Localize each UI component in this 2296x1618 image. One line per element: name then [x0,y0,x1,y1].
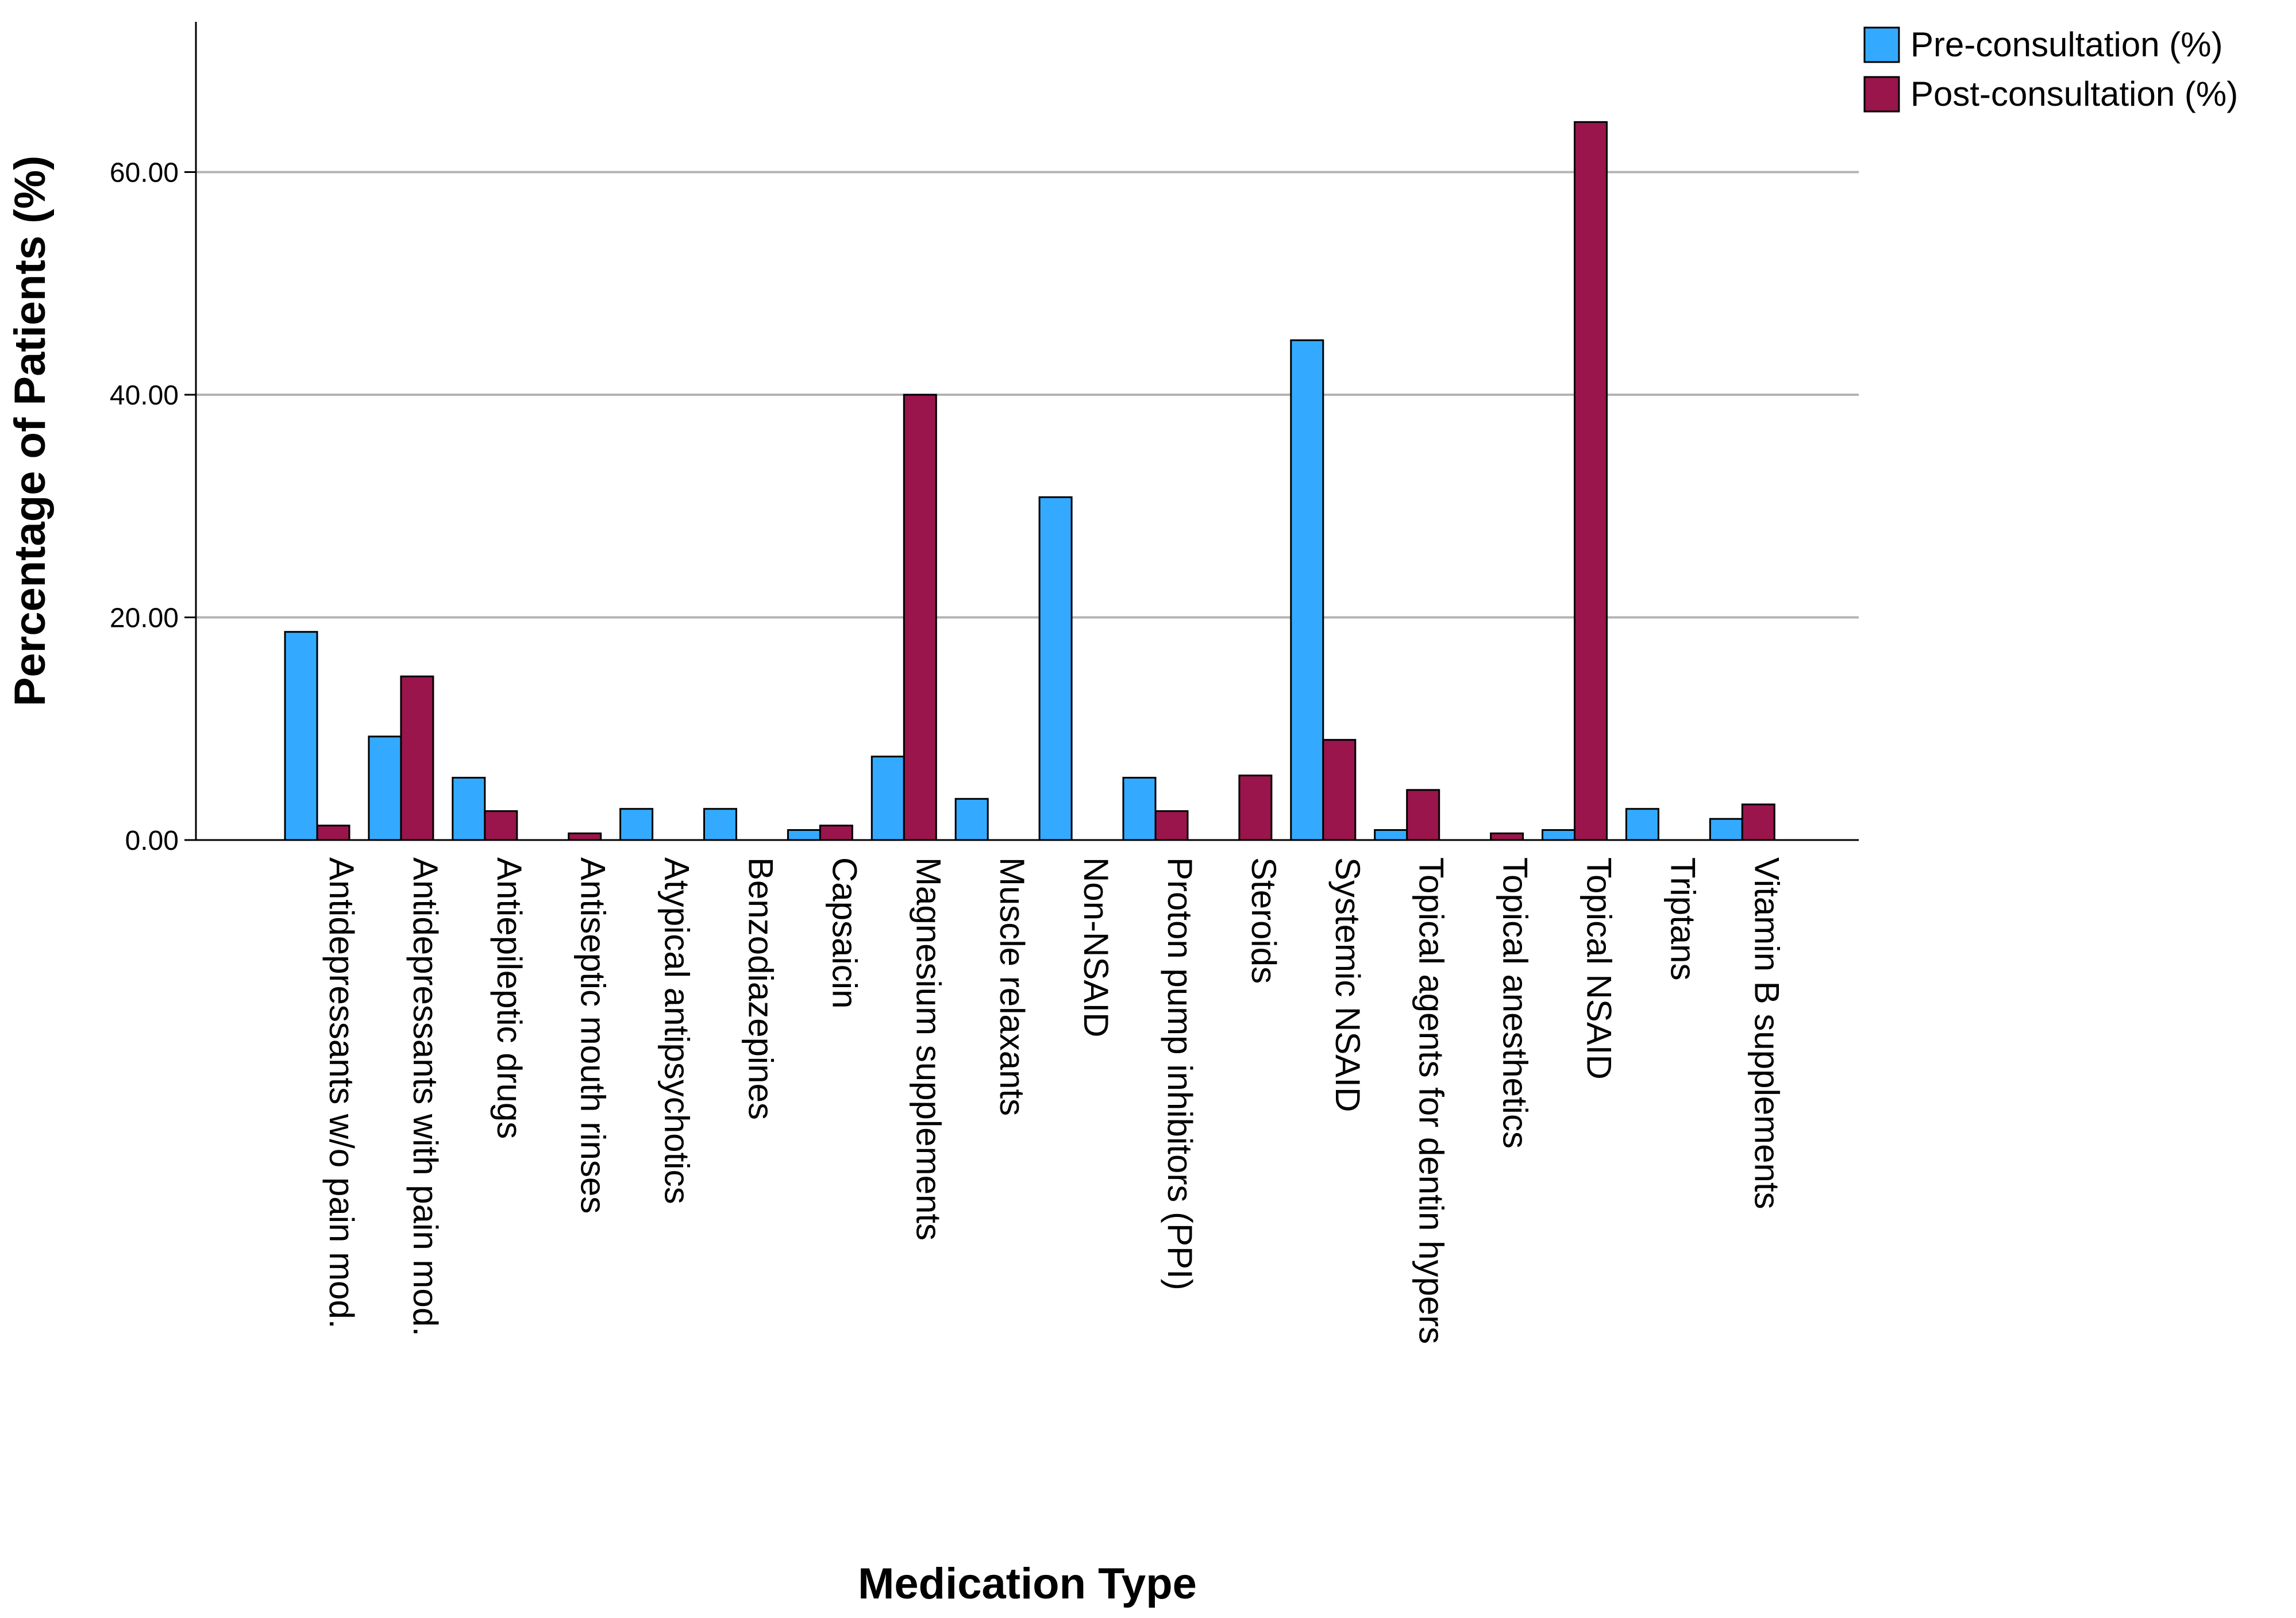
x-tick-label: Antiepileptic drugs [490,857,529,1139]
legend-swatch-pre-consultation [1863,26,1900,63]
legend-label-pre-consultation: Pre-consultation (%) [1910,25,2223,64]
bar-pre-consultation [1709,818,1743,841]
gridlines [196,171,1859,619]
bar-post-consultation [1741,803,1775,841]
bar-pre-consultation [1542,829,1575,841]
bar-pre-consultation [787,829,821,841]
x-tick-label: Triptans [1663,857,1702,981]
bar-pre-consultation [284,631,318,841]
bar-pre-consultation [1290,339,1324,841]
bar-post-consultation [819,825,853,841]
x-tick-label: Benzodiazepines [742,857,780,1120]
x-tick-label: Topical agents for dentin hypers [1412,857,1451,1344]
legend-label-post-consultation: Post-consultation (%) [1910,75,2238,113]
bar-pre-consultation [1374,829,1408,841]
legend: Pre-consultation (%) Post-consultation (%… [1863,25,2238,113]
x-tick-label: Antidepressants w/o pain mod. [322,857,361,1328]
bar-pre-consultation [703,808,737,841]
x-tick-label: Vitamin B supplements [1747,857,1786,1209]
x-tick-label: Muscle relaxants [993,857,1031,1116]
x-tick-label: Antidepressants with pain mod. [406,857,445,1336]
bar-post-consultation [1238,775,1273,841]
bar-pre-consultation [619,808,654,841]
x-tick-label: Steroids [1245,857,1283,984]
bar-pre-consultation [954,798,989,841]
x-tick-label: Atypical antipsychotics [658,857,696,1204]
x-tick-label: Magnesium supplements [909,857,947,1241]
x-tick-label: Topical NSAID [1580,857,1619,1080]
x-tick-label: Topical anesthetics [1496,857,1535,1149]
y-tick-label: 60.00 [110,158,179,188]
bars [284,121,1775,841]
x-axis-ticks: Antidepressants w/o pain mod. Antidepress… [322,857,1786,1344]
y-axis-label: Percentage of Patients (%) [6,156,55,707]
bar-post-consultation [484,810,518,841]
x-tick-label: Non-NSAID [1077,857,1115,1037]
y-tick-label: 40.00 [110,380,179,411]
bar-pre-consultation [1038,496,1073,841]
x-tick-label: Capsaicin [825,857,864,1008]
bar-post-consultation [1574,121,1608,841]
bar-pre-consultation [1122,777,1157,841]
bar-post-consultation [568,832,602,841]
bar-pre-consultation [870,756,905,841]
x-tick-label: Proton pump inhibitors (PPI) [1161,857,1199,1290]
y-tick-label: 0.00 [125,826,179,856]
bar-pre-consultation [368,735,402,841]
y-axis-ticks: 0.00 20.00 40.00 60.00 [110,158,196,856]
bar-post-consultation [316,825,350,841]
bar-post-consultation [1322,739,1357,841]
x-tick-label: Antiseptic mouth rinses [574,857,612,1214]
bar-post-consultation [1490,832,1524,841]
bar-post-consultation [1154,810,1189,841]
bar-pre-consultation [452,777,486,841]
x-tick-label: Systemic NSAID [1328,857,1367,1112]
y-tick-label: 20.00 [110,603,179,634]
bar-pre-consultation [1625,808,1659,841]
bar-post-consultation [1406,789,1440,841]
bar-post-consultation [903,394,937,841]
bar-post-consultation [400,675,434,841]
x-axis-label: Medication Type [858,1559,1197,1608]
legend-swatch-post-consultation [1863,76,1900,113]
